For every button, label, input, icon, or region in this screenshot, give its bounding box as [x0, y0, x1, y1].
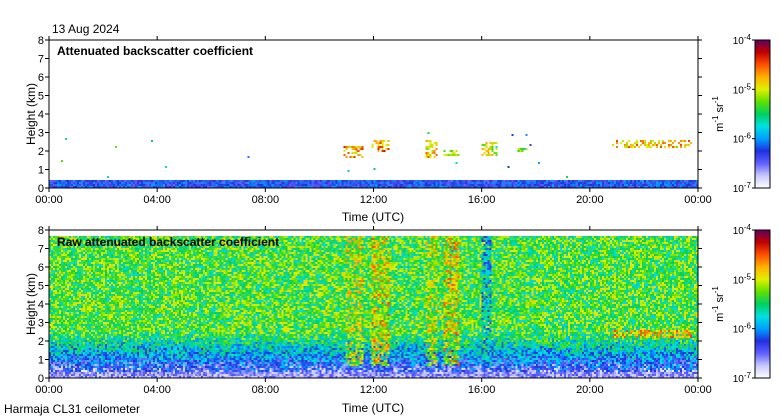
colorbar-tick-base: 10 [733, 275, 745, 286]
y-tick-label: 2 [38, 146, 44, 158]
y-tick-label: 6 [38, 72, 44, 84]
backscatter-heatmap [49, 40, 698, 188]
plot-area-raw [48, 229, 699, 379]
colorbar-tick-exponent: -7 [744, 181, 752, 190]
colorbar-tick-exponent: -6 [744, 132, 752, 141]
x-tick-label: 04:00 [143, 194, 171, 206]
colorbar-attenuated: 10-710-610-510-4 m-1 sr-1 [711, 33, 771, 195]
y-tick-label: 0 [38, 373, 44, 385]
colorbar-ticks-attenuated: 10-710-610-510-4 [733, 33, 755, 195]
colorbar-tick-base: 10 [733, 135, 745, 146]
y-tick-label: 5 [38, 91, 44, 103]
x-tick-label: 16:00 [468, 384, 496, 396]
panel-title-attenuated: Attenuated backscatter coefficient [57, 44, 253, 58]
colorbar-tick-base: 10 [733, 226, 745, 237]
colorbar-tick-base: 10 [733, 36, 745, 47]
y-tick-label: 1 [38, 165, 44, 177]
x-tick-label: 20:00 [576, 194, 604, 206]
colorbar-bar-raw [754, 229, 771, 379]
colorbar-tick-base: 10 [733, 184, 745, 195]
x-tick-label: 20:00 [576, 384, 604, 396]
x-axis-label-attenuated: Time (UTC) [342, 210, 404, 224]
x-axis-ticks-raw: 00:00 04:00 08:00 12:00 16:00 20:00 00:00 [35, 226, 712, 396]
cb-unit-exp1: -1 [711, 115, 720, 123]
x-tick-label: 04:00 [143, 384, 171, 396]
y-tick-label: 1 [38, 355, 44, 367]
colorbar-tick-label: 10-5 [733, 82, 752, 96]
backscatter-heatmap [49, 230, 698, 378]
y-tick-label: 7 [38, 54, 44, 66]
y-axis-ticks-attenuated: 0 1 2 3 4 5 6 7 8 [38, 35, 702, 195]
colorbar-tick-label: 10-6 [733, 322, 752, 336]
y-tick-label: 0 [38, 183, 44, 195]
footer-label: Harmaja CL31 ceilometer [4, 402, 140, 416]
y-axis-ticks-raw: 0 1 2 3 4 5 6 7 8 [38, 225, 702, 385]
cb-unit-exp2-raw: -1 [711, 286, 720, 294]
y-tick-label: 3 [38, 318, 44, 330]
colorbar-ticks-raw: 10-710-610-510-4 [733, 223, 755, 385]
colorbar-tick-base: 10 [733, 85, 745, 96]
y-tick-label: 7 [38, 244, 44, 256]
colorbar-tick-label: 10-4 [733, 223, 752, 237]
date-label: 13 Aug 2024 [52, 22, 120, 36]
panel-title-raw: Raw attenuated backscatter coefficient [57, 235, 279, 249]
cb-unit-sr: sr [714, 103, 726, 116]
colorbar-tick-label: 10-7 [733, 181, 752, 195]
panel-raw: Raw attenuated backscatter coefficient 0… [24, 223, 771, 415]
panel-attenuated: Attenuated backscatter coefficient 0 1 2 3 4… [24, 33, 771, 224]
colorbar-tick-exponent: -6 [744, 322, 752, 331]
y-axis-label-attenuated: Height (km) [24, 83, 38, 145]
colorbar-tick-base: 10 [733, 374, 745, 385]
x-tick-label: 00:00 [684, 194, 712, 206]
x-axis-label-raw: Time (UTC) [342, 401, 404, 415]
cb-unit-sr-raw: sr [714, 293, 726, 306]
colorbar-tick-label: 10-5 [733, 272, 752, 286]
y-tick-label: 4 [38, 109, 44, 121]
colorbar-tick-exponent: -4 [744, 33, 752, 42]
x-axis-ticks-attenuated: 00:00 04:00 08:00 12:00 16:00 20:00 00:00 [35, 36, 712, 206]
x-tick-label: 00:00 [684, 384, 712, 396]
y-tick-label: 6 [38, 262, 44, 274]
x-tick-label: 08:00 [252, 194, 280, 206]
colorbar-tick-label: 10-6 [733, 132, 752, 146]
y-tick-label: 3 [38, 128, 44, 140]
colorbar-label-attenuated: m-1 sr-1 [711, 96, 726, 132]
colorbar-tick-label: 10-4 [733, 33, 752, 47]
y-tick-label: 8 [38, 35, 44, 47]
y-tick-label: 5 [38, 281, 44, 293]
x-tick-label: 12:00 [360, 194, 388, 206]
colorbar-tick-label: 10-7 [733, 371, 752, 385]
colorbar-bar-attenuated [754, 39, 771, 189]
cb-unit-exp1-raw: -1 [711, 305, 720, 313]
colorbar-tick-base: 10 [733, 325, 745, 336]
plot-area-attenuated [48, 39, 699, 189]
x-tick-label: 00:00 [35, 384, 63, 396]
colorbar-tick-exponent: -4 [744, 223, 752, 232]
cb-unit-m: m [714, 123, 726, 132]
colorbar-tick-exponent: -7 [744, 371, 752, 380]
colorbar-tick-exponent: -5 [744, 272, 752, 281]
colorbar-tick-exponent: -5 [744, 82, 752, 91]
x-tick-label: 16:00 [468, 194, 496, 206]
y-tick-label: 4 [38, 299, 44, 311]
cb-unit-exp2: -1 [711, 96, 720, 104]
y-tick-label: 8 [38, 225, 44, 237]
y-tick-label: 2 [38, 336, 44, 348]
y-axis-label-raw: Height (km) [24, 273, 38, 335]
colorbar-label-raw: m-1 sr-1 [711, 286, 726, 322]
cb-unit-m-raw: m [714, 313, 726, 322]
x-tick-label: 00:00 [35, 194, 63, 206]
colorbar-raw: 10-710-610-510-4 m-1 sr-1 [711, 223, 771, 385]
x-tick-label: 12:00 [360, 384, 388, 396]
x-tick-label: 08:00 [252, 384, 280, 396]
